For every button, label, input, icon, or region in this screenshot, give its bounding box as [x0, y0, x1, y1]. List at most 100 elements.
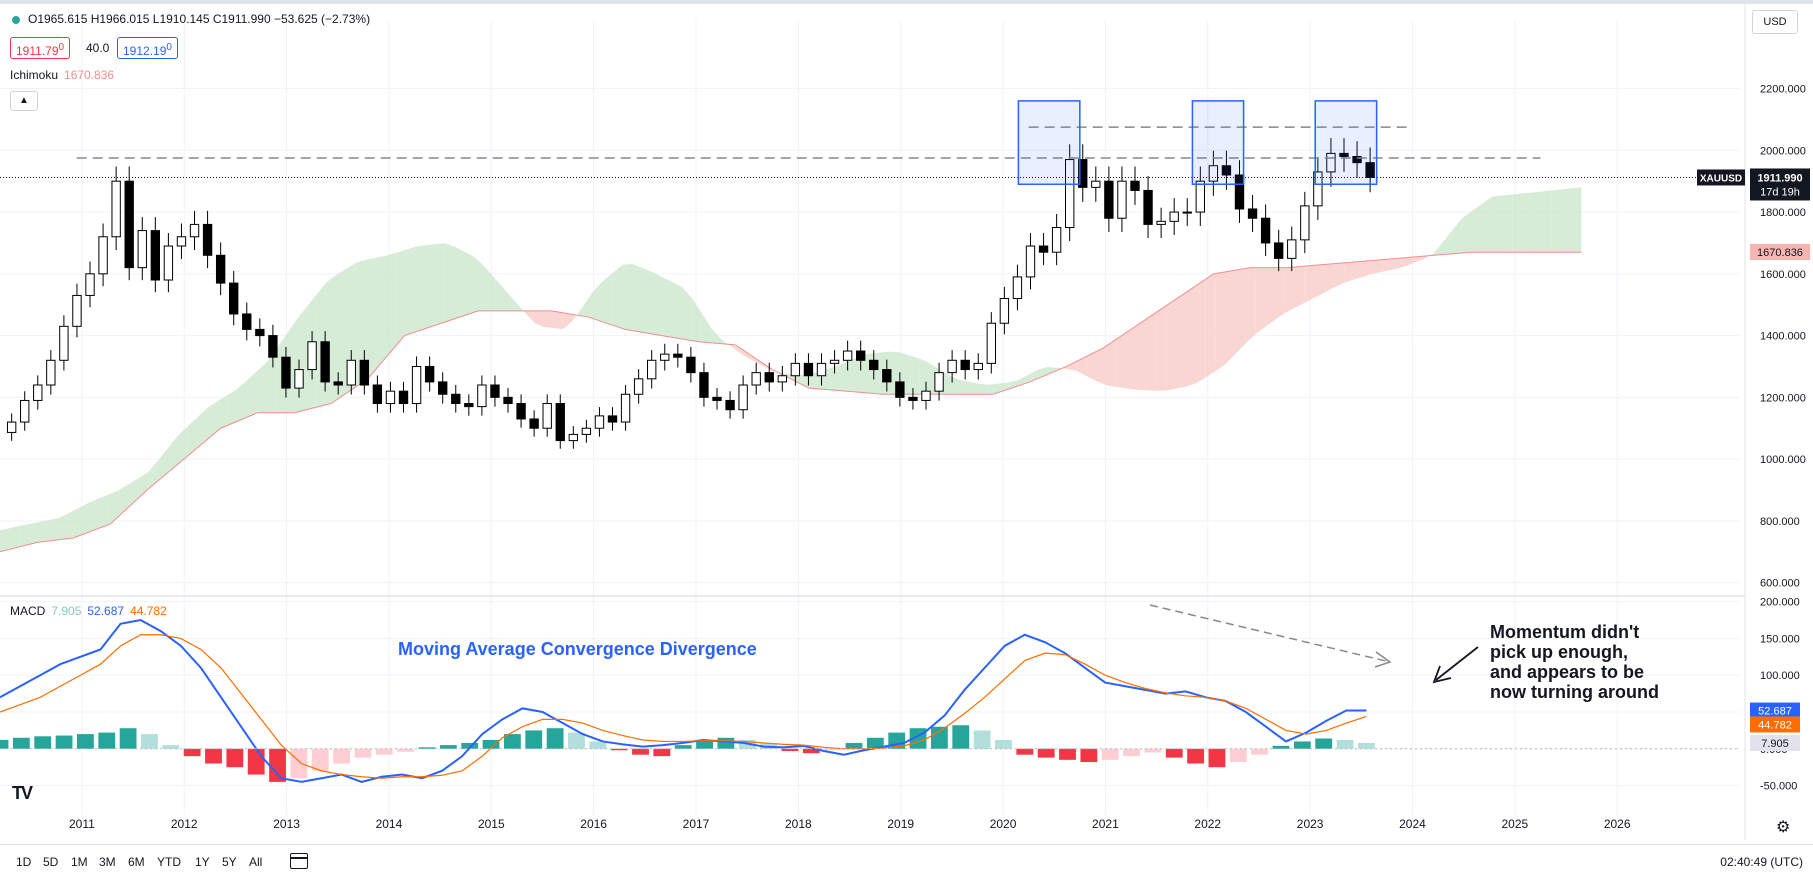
candle-body [124, 180, 134, 269]
buy-price-sup: 0 [166, 42, 172, 53]
highlight-box [1017, 100, 1081, 186]
ichimoku-cloud-segment [148, 460, 159, 490]
ichimoku-cloud-segment [1126, 325, 1137, 390]
candle-body [385, 390, 396, 405]
ichimoku-cloud-segment [1482, 196, 1493, 253]
ichimoku-cloud-segment [454, 246, 465, 319]
buy-button[interactable]: 1912.190 [117, 37, 178, 59]
ichimoku-cloud-segment [434, 243, 445, 326]
range-ytd[interactable]: YTD [157, 855, 181, 869]
momentum-dashed-arrowhead [1374, 651, 1392, 668]
macd-histogram-bar [866, 737, 884, 749]
macd-histogram-bar [610, 748, 628, 751]
macd-name: MACD [10, 604, 46, 618]
candle-body [790, 362, 801, 377]
candle-body [20, 399, 30, 423]
candle-body [738, 384, 748, 411]
ichimoku-cloud-segment [1442, 229, 1453, 255]
ichimoku-cloud-segment [256, 361, 267, 413]
macd-histogram-bar [546, 728, 564, 749]
macd-axis-tag-bg [1750, 734, 1800, 751]
range-5y[interactable]: 5Y [222, 855, 237, 869]
ichimoku-cloud-segment [444, 243, 455, 323]
candle-body [359, 359, 370, 386]
macd-histogram-bar [311, 748, 329, 771]
macd-histogram-bar [525, 730, 543, 749]
candle-body [620, 393, 631, 423]
range-1y[interactable]: 1Y [195, 855, 210, 869]
last-price-tag: 1911.990 [1757, 172, 1802, 184]
countdown-tag: 17d 19h [1760, 186, 1800, 198]
macd-histogram-bar [1123, 748, 1140, 757]
candle-body [137, 230, 147, 269]
macd-histogram-bar [141, 734, 158, 749]
ichimoku-cloud-segment [1403, 257, 1414, 268]
range-1d[interactable]: 1D [16, 855, 32, 869]
candle-body [1051, 227, 1062, 253]
ichimoku-cloud-segment [563, 312, 574, 330]
chevron-up-icon[interactable]: ▲ [10, 91, 38, 111]
calendar-icon[interactable] [290, 853, 308, 869]
ichimoku-legend[interactable]: Ichimoku 1670.836 [10, 68, 114, 82]
ichimoku-cloud-segment [1265, 267, 1275, 327]
range-6m[interactable]: 6M [128, 855, 145, 869]
candle-body [647, 359, 657, 380]
macd-axis-tag-bg [1750, 702, 1800, 719]
candle-body [33, 384, 43, 401]
candle-body [398, 390, 409, 405]
ichimoku-cloud-segment [1215, 271, 1226, 372]
candle-body [242, 313, 252, 330]
ichimoku-cloud-segment [168, 435, 178, 473]
range-all[interactable]: All [249, 855, 263, 869]
currency-button[interactable]: USD [1752, 10, 1798, 34]
ichimoku-cloud-segment [1235, 268, 1246, 354]
sell-button[interactable]: 1911.790 [10, 37, 71, 59]
candle-body [529, 418, 539, 429]
ichimoku-cloud-segment [1452, 217, 1463, 254]
macd-histogram-bar [1144, 748, 1162, 753]
candle-body [1195, 180, 1205, 213]
macd-legend[interactable]: MACD 7.905 52.687 44.782 [10, 604, 167, 618]
ichimoku-cloud-segment [296, 307, 307, 413]
sell-price: 1911.79 [16, 44, 59, 58]
tradingview-logo[interactable]: TV [12, 783, 33, 803]
ichimoku-cloud-segment [1146, 312, 1157, 391]
macd-tick-label: 100.000 [1760, 670, 1800, 682]
ichimoku-name: Ichimoku [10, 68, 59, 82]
price-tick-label: 2000.000 [1760, 145, 1806, 157]
ichimoku-cloud-segment [1136, 318, 1147, 391]
ichimoku-cloud-segment [909, 355, 920, 395]
annotation-arrow [1435, 646, 1479, 681]
macd-line-value: 52.687 [87, 604, 125, 618]
macd-tick-label: 200.000 [1760, 597, 1800, 609]
candle-body [999, 298, 1010, 324]
ichimoku-cloud-segment [513, 299, 524, 312]
time-tick-label: 2011 [69, 817, 95, 831]
ichimoku-cloud-segment [919, 358, 930, 395]
macd-hist-value: 7.905 [51, 604, 82, 618]
macd-histogram-bar [439, 745, 457, 749]
candle-body [1300, 205, 1310, 241]
range-1m[interactable]: 1M [71, 855, 88, 869]
macd-histogram-bar [1165, 748, 1183, 758]
candle-body [438, 381, 448, 395]
ichimoku-cloud-segment [1245, 267, 1256, 344]
ichimoku-cloud-segment [1393, 257, 1404, 270]
macd-annotation-title: Moving Average Convergence Divergence [398, 639, 757, 659]
range-5d[interactable]: 5D [43, 855, 59, 869]
macd-histogram-bar [354, 748, 372, 758]
ichimoku-cloud-segment [1502, 194, 1513, 253]
gear-icon[interactable]: ⚙ [1776, 819, 1791, 836]
candle-body [490, 384, 500, 398]
highlight-box [1191, 100, 1245, 186]
ichimoku-cloud-segment [642, 268, 653, 334]
macd-axis-tag-bg [1750, 716, 1800, 733]
range-3m[interactable]: 3M [99, 855, 116, 869]
ichimoku-cloud-segment [1294, 266, 1305, 308]
ichimoku-cloud-segment [711, 328, 722, 344]
candle-body [215, 254, 226, 284]
candle-body [555, 403, 565, 442]
ichimoku-cloud-segment [207, 401, 218, 440]
ichimoku-cloud-segment [573, 305, 584, 321]
